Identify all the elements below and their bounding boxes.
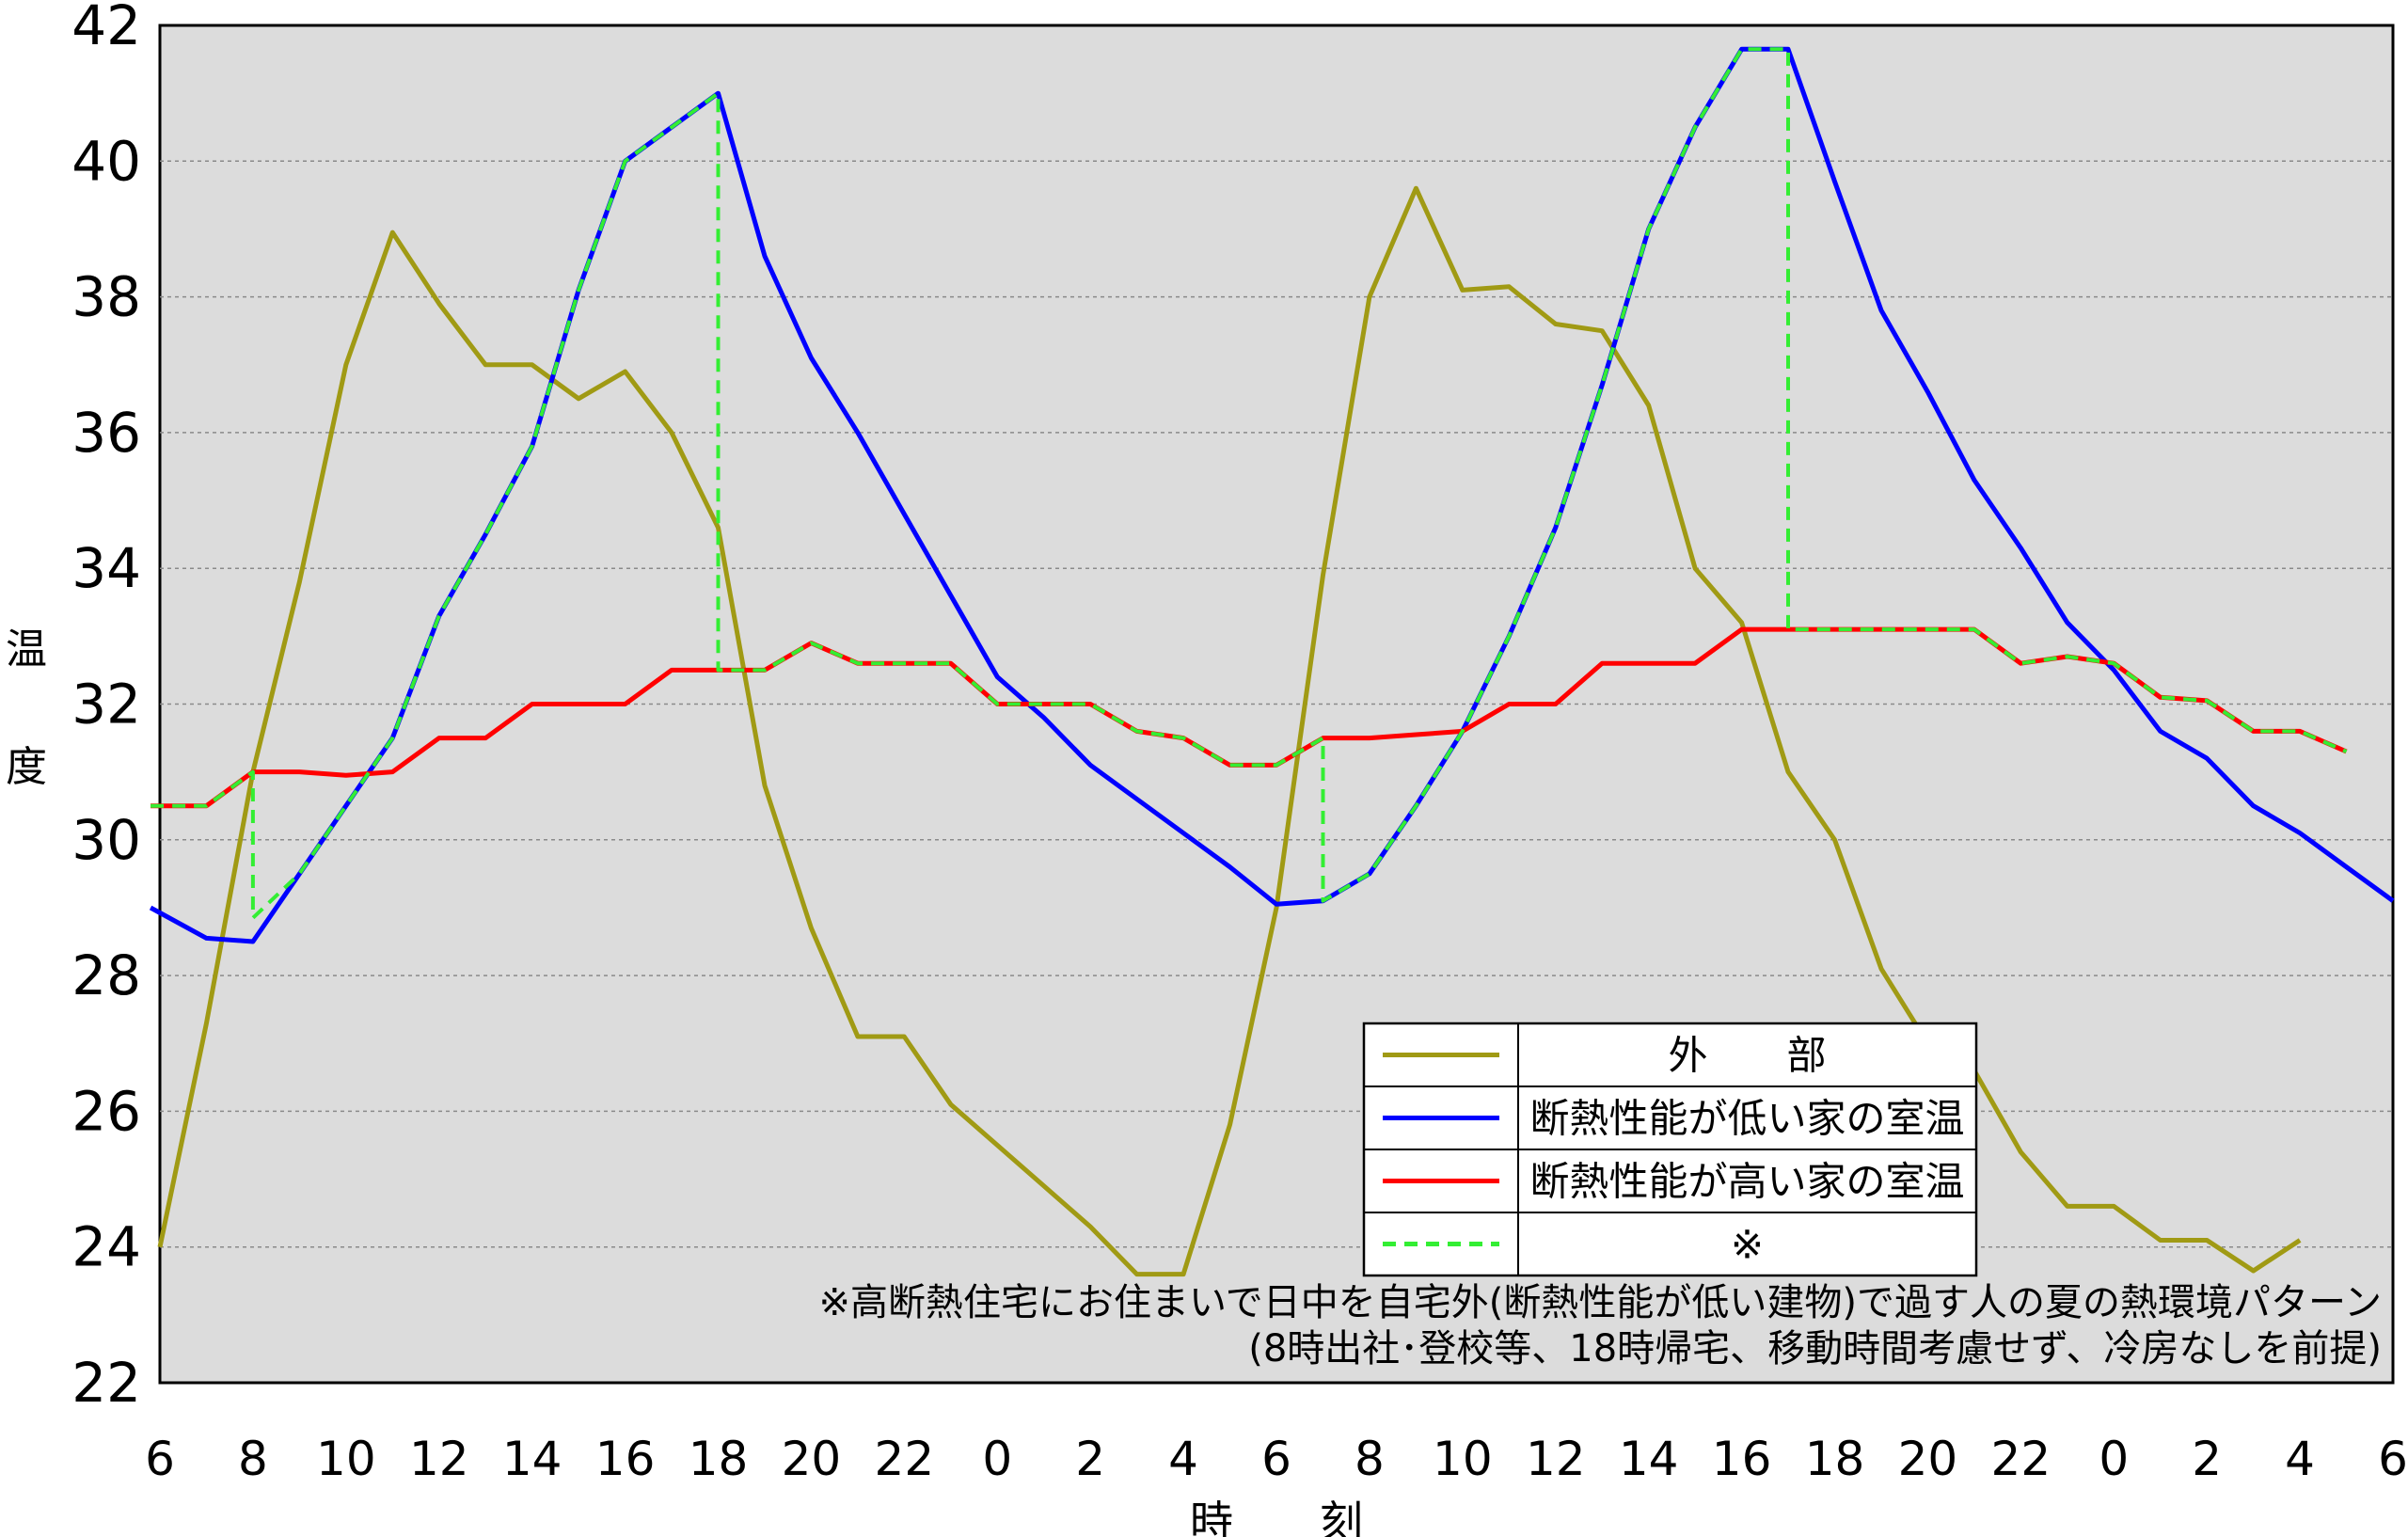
x-tick-label: 14 xyxy=(1619,1432,1679,1486)
annotation-line-2: (8時出社･登校等、18時帰宅、移動時間考慮せず、冷房なしを前提) xyxy=(1248,1327,2382,1371)
x-tick-label: 6 xyxy=(2378,1432,2408,1486)
x-tick-label: 8 xyxy=(238,1432,268,1486)
x-tick-label: 14 xyxy=(502,1432,562,1486)
x-tick-label: 16 xyxy=(595,1432,656,1486)
x-tick-label: 0 xyxy=(2099,1432,2129,1486)
y-axis-ticks: 22 24 26 28 30 32 34 36 38 40 42 xyxy=(71,0,141,1415)
annotation-line-1: ※高断熱住宅にお住まいで日中を自宅外(断熱性能が低い建物)で過す人の夏の熱環境パ… xyxy=(818,1281,2382,1324)
legend-label: 断熱性能が高い家の室温 xyxy=(1529,1159,1964,1205)
x-tick-label: 20 xyxy=(1898,1432,1958,1486)
y-tick-label: 32 xyxy=(71,673,141,737)
series-line-4 xyxy=(150,47,2348,920)
x-tick-label: 22 xyxy=(1991,1432,2052,1486)
legend-label: 外 部 xyxy=(1668,1033,1826,1079)
x-tick-label: 4 xyxy=(1168,1432,1198,1486)
x-tick-label: 4 xyxy=(2285,1432,2315,1486)
x-tick-label: 10 xyxy=(1433,1432,1493,1486)
legend-label: 断熱性能が低い家の室温 xyxy=(1529,1096,1964,1142)
x-tick-label: 18 xyxy=(1805,1432,1865,1486)
x-tick-label: 12 xyxy=(1526,1432,1586,1486)
y-tick-label: 36 xyxy=(71,401,141,465)
y-axis-label-1: 温 xyxy=(6,626,47,673)
x-tick-label: 16 xyxy=(1712,1432,1772,1486)
x-tick-label: 0 xyxy=(982,1432,1012,1486)
x-tick-label: 8 xyxy=(1354,1432,1385,1486)
y-tick-label: 26 xyxy=(71,1079,141,1143)
x-tick-label: 2 xyxy=(1075,1432,1105,1486)
y-tick-label: 34 xyxy=(71,536,141,600)
x-tick-label: 12 xyxy=(409,1432,469,1486)
y-tick-label: 28 xyxy=(71,943,141,1007)
y-tick-label: 22 xyxy=(71,1351,141,1415)
y-tick-label: 40 xyxy=(71,129,141,193)
series-lines xyxy=(149,46,2395,1277)
x-axis-label: 時 刻 xyxy=(1190,1497,1363,1537)
x-tick-label: 10 xyxy=(316,1432,376,1486)
x-tick-label: 22 xyxy=(875,1432,935,1486)
y-axis-label-2: 度 xyxy=(6,743,47,791)
x-tick-label: 6 xyxy=(1261,1432,1291,1486)
y-tick-label: 38 xyxy=(71,265,141,329)
x-tick-label: 18 xyxy=(689,1432,749,1486)
legend-label: ※ xyxy=(1731,1222,1764,1268)
grid-lines xyxy=(160,160,2393,1248)
y-tick-label: 24 xyxy=(71,1215,141,1279)
x-tick-label: 20 xyxy=(782,1432,842,1486)
y-tick-label: 42 xyxy=(71,0,141,57)
y-tick-label: 30 xyxy=(71,808,141,872)
x-tick-label: 2 xyxy=(2192,1432,2222,1486)
x-axis-ticks: 6 8 10 12 14 16 18 20 22 0 2 4 6 8 10 12 14 16 18 20 22 0 2 4 6 xyxy=(145,1432,2408,1486)
x-tick-label: 6 xyxy=(145,1432,175,1486)
